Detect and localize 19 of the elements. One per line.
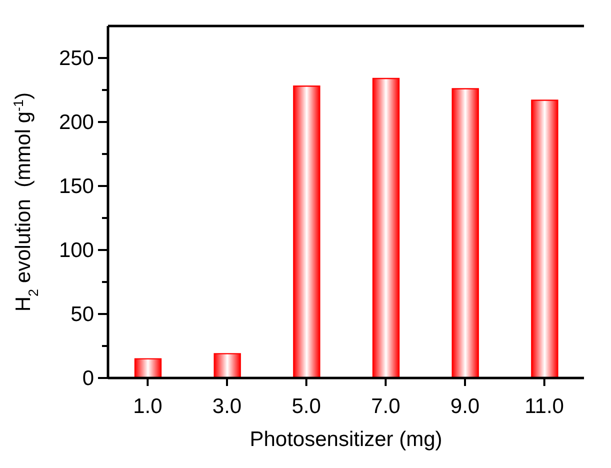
y-tick-label: 50 <box>70 303 94 326</box>
bar <box>452 88 479 378</box>
bar <box>293 86 320 378</box>
bar <box>214 353 241 378</box>
bar <box>531 100 558 378</box>
y-tick-label: 0 <box>82 367 94 390</box>
x-tick-label: 9.0 <box>450 394 480 418</box>
x-tick-label: 3.0 <box>212 394 242 418</box>
x-tick-label: 1.0 <box>133 394 162 418</box>
bar <box>372 78 400 378</box>
x-tick-label: 11.0 <box>524 394 564 418</box>
x-tick-label: 7.0 <box>371 394 400 418</box>
y-tick-label: 250 <box>58 47 94 70</box>
bar <box>134 358 162 378</box>
y-tick-label: 100 <box>58 239 94 262</box>
x-axis-title: Photosensitizer (mg) <box>250 428 442 451</box>
y-tick-label: 150 <box>58 175 94 198</box>
x-tick-label: 5.0 <box>292 394 321 418</box>
y-tick-label: 200 <box>58 111 94 134</box>
